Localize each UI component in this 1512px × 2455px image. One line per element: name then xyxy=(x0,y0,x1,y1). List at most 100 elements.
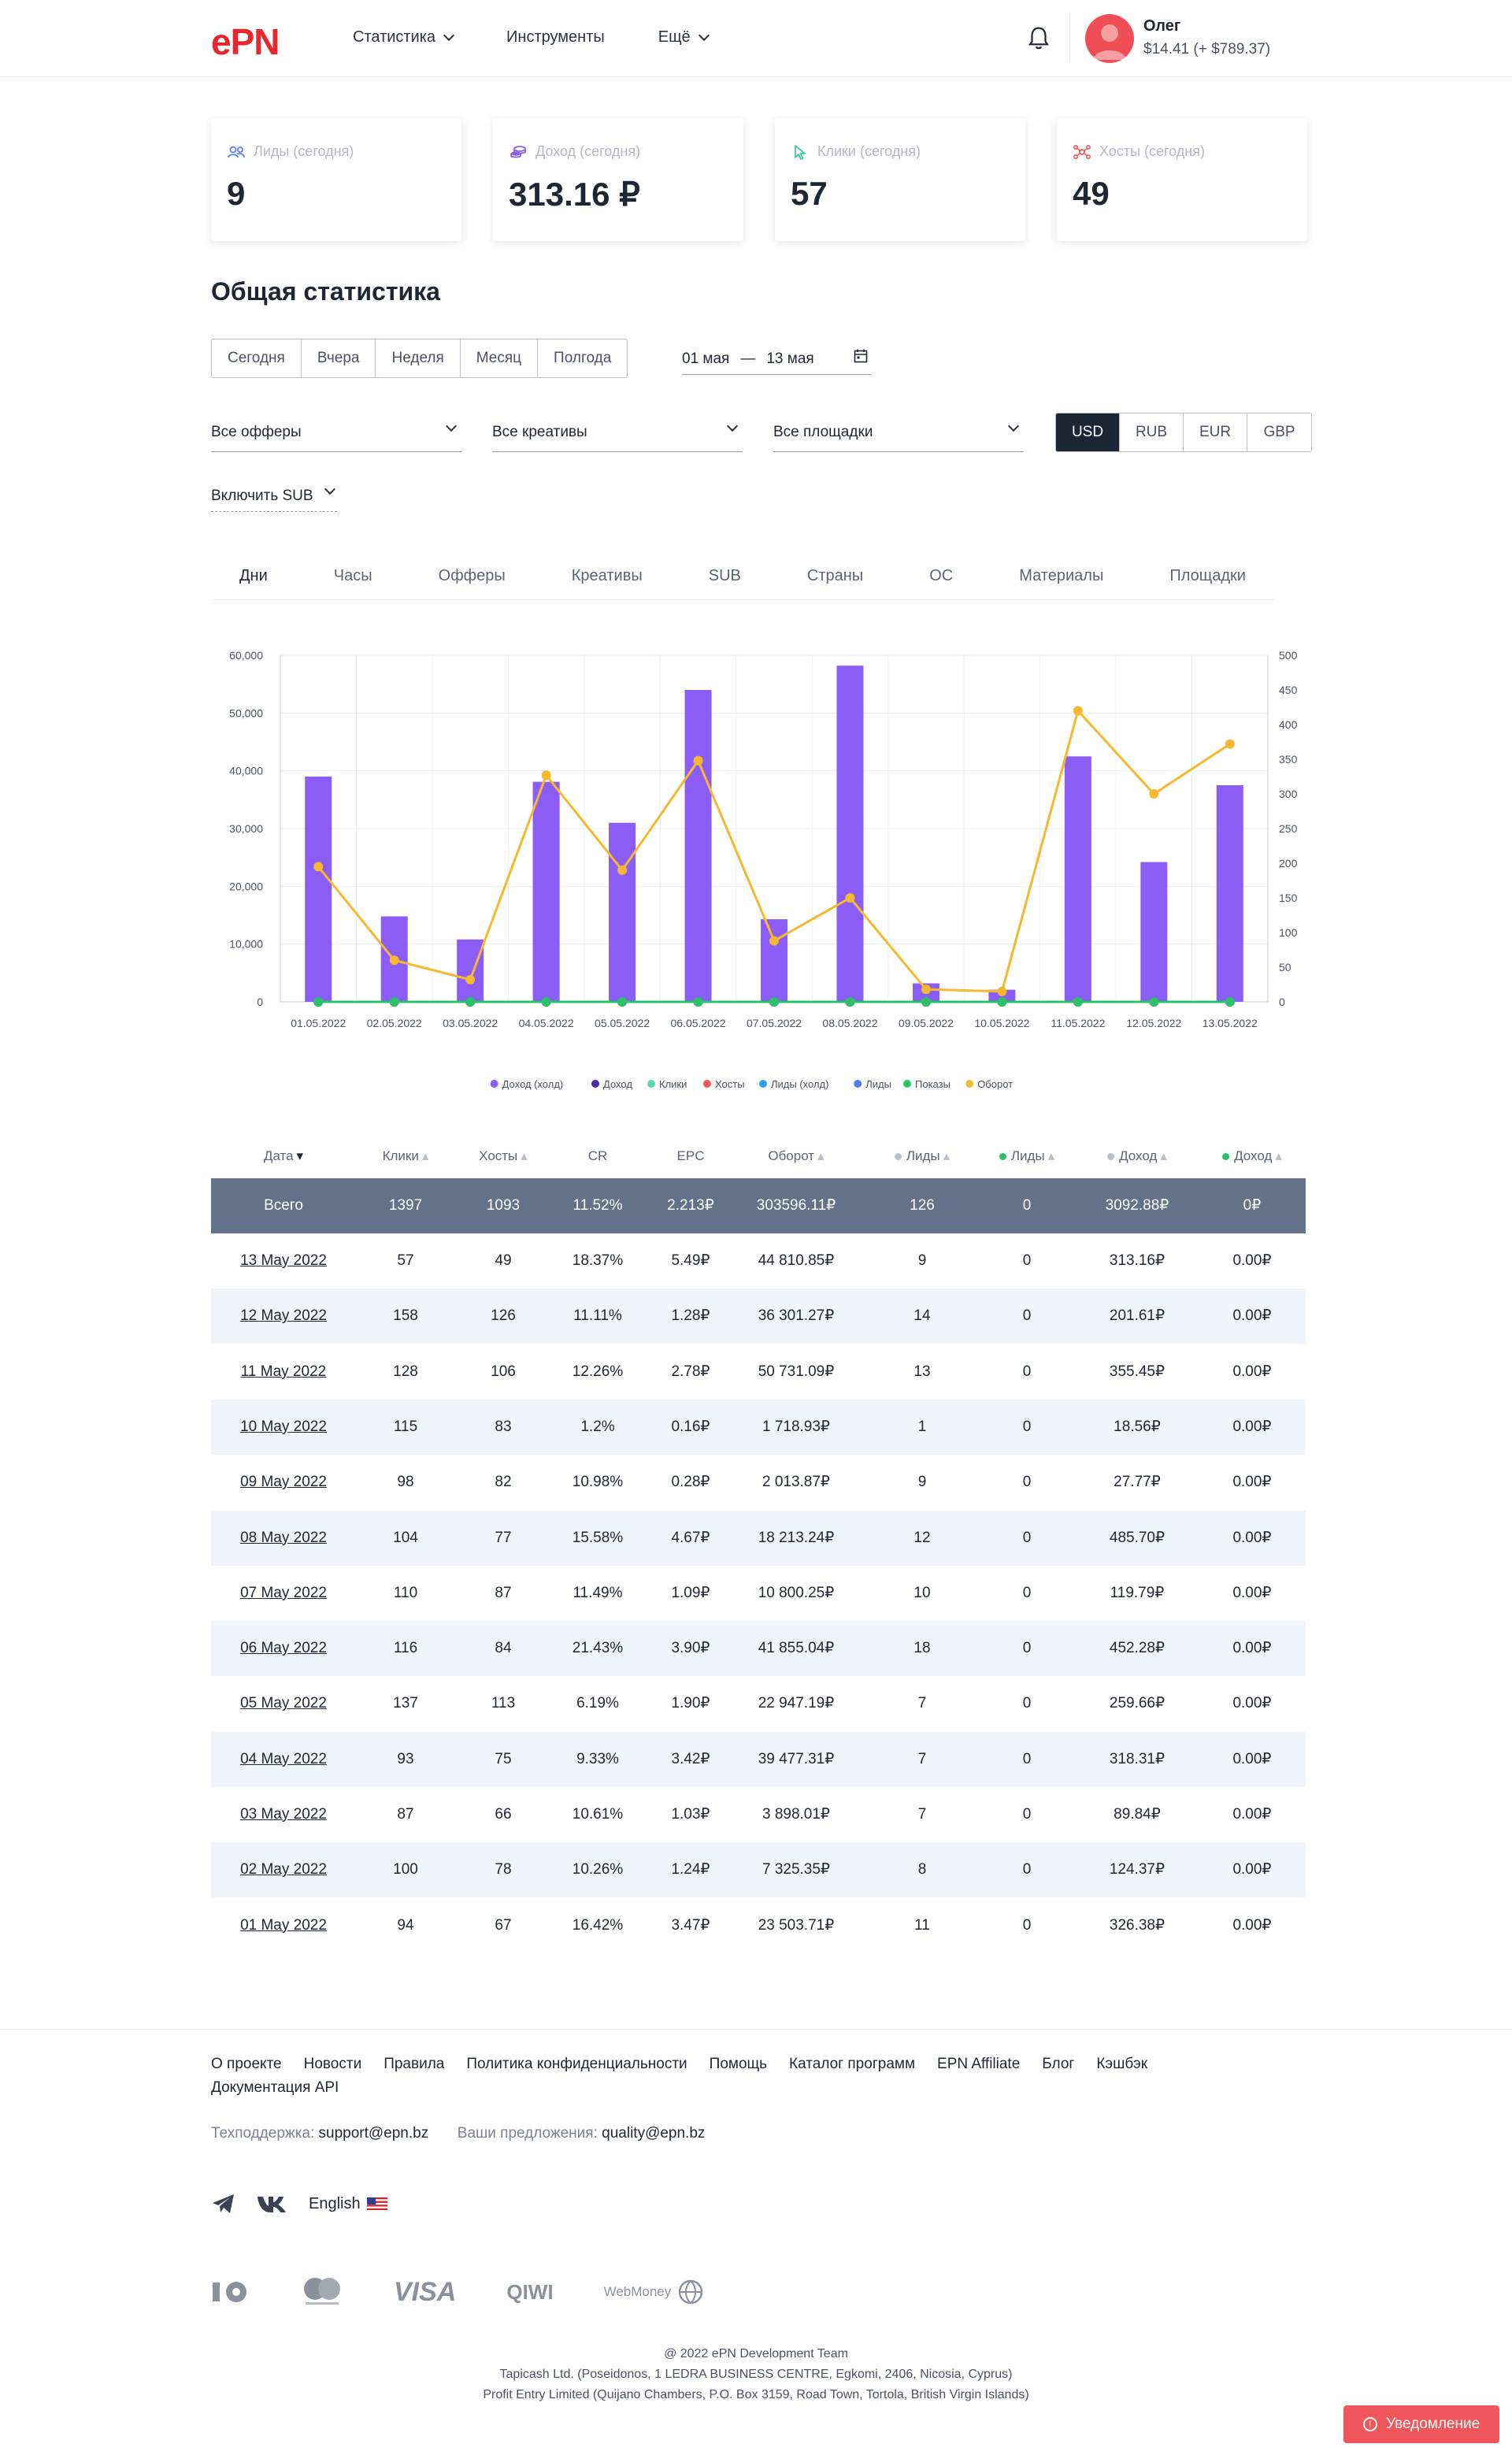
epn-logo[interactable]: ePN xyxy=(211,21,280,62)
tab-days[interactable]: Дни xyxy=(239,567,268,584)
series-point xyxy=(1073,997,1083,1007)
column-header[interactable]: Хосты ▴ xyxy=(460,1134,547,1178)
sub-toggle[interactable]: Включить SUB xyxy=(211,480,337,512)
platforms-select[interactable]: Все площадки xyxy=(773,413,1024,452)
tab-os[interactable]: ОС xyxy=(929,567,954,584)
bell-icon[interactable] xyxy=(1027,25,1051,52)
y-left-tick-label: 20,000 xyxy=(229,880,263,892)
tab-platforms[interactable]: Площадки xyxy=(1169,567,1246,584)
row-date-link[interactable]: 01 May 2022 xyxy=(240,1916,327,1934)
table-cell: 1397 xyxy=(388,1197,423,1214)
period-halfyear-button[interactable]: Полгода xyxy=(554,350,612,366)
user-name[interactable]: Олег xyxy=(1143,17,1181,35)
footer-link[interactable]: Каталог программ xyxy=(789,2056,916,2072)
row-date-link[interactable]: 11 May 2022 xyxy=(240,1363,327,1380)
offers-select[interactable]: Все офферы xyxy=(211,413,461,452)
series-point xyxy=(769,936,779,946)
nav-statistics[interactable]: Статистика xyxy=(353,28,455,46)
currency-gbp-button[interactable]: GBP xyxy=(1263,424,1295,440)
table-row: 03 May 2022 87 66 10.61% 1.03₽ 3 898.01₽ 7 0 89.… xyxy=(211,1787,1306,1842)
telegram-icon[interactable] xyxy=(211,2193,236,2215)
period-week-button[interactable]: Неделя xyxy=(376,339,461,377)
column-header[interactable]: Дата ▾ xyxy=(224,1134,343,1178)
y-right-tick-label: 300 xyxy=(1279,788,1298,800)
table-cell: 66 xyxy=(495,1806,512,1823)
nav-more[interactable]: Ещё xyxy=(658,28,710,46)
x-tick-label: 03.05.2022 xyxy=(443,1017,498,1029)
nav-tools-label: Инструменты xyxy=(506,28,605,46)
notification-button[interactable]: ! Уведомление xyxy=(1343,2405,1499,2443)
footer-link[interactable]: Правила xyxy=(384,2056,445,2072)
table-row: 11 May 2022 128 106 12.26% 2.78₽ 50 731.09₽ 13… xyxy=(211,1344,1306,1400)
column-header[interactable]: EPC xyxy=(647,1134,734,1178)
chevron-down-icon xyxy=(726,420,739,432)
series-point xyxy=(541,770,551,781)
tab-hours[interactable]: Часы xyxy=(333,567,372,584)
footer-link[interactable]: Документация API xyxy=(211,2079,339,2096)
column-header[interactable]: Лиды ▴ xyxy=(980,1134,1074,1178)
row-date-link[interactable]: 12 May 2022 xyxy=(240,1307,327,1325)
row-date-link[interactable]: 04 May 2022 xyxy=(240,1750,327,1767)
column-header[interactable]: Клики ▴ xyxy=(362,1134,449,1178)
nav-tools[interactable]: Инструменты xyxy=(506,28,605,46)
row-date-link[interactable]: 10 May 2022 xyxy=(240,1418,327,1435)
currency-eur-button[interactable]: EUR xyxy=(1184,413,1247,451)
row-date-link[interactable]: 13 May 2022 xyxy=(240,1252,327,1269)
series-point xyxy=(997,986,1007,996)
avatar[interactable] xyxy=(1085,14,1134,63)
network-icon xyxy=(1073,144,1091,159)
column-header[interactable]: CR xyxy=(554,1134,641,1178)
row-date-link[interactable]: 03 May 2022 xyxy=(240,1806,327,1823)
y-right-tick-label: 50 xyxy=(1279,961,1292,973)
footer-link[interactable]: Политика конфиденциальности xyxy=(466,2056,687,2072)
period-today-button[interactable]: Сегодня xyxy=(212,339,302,377)
table-cell: 84 xyxy=(495,1640,512,1657)
info-icon: ! xyxy=(1362,2416,1377,2431)
coins-icon xyxy=(510,145,526,158)
footer-link[interactable]: Помощь xyxy=(709,2056,768,2072)
currency-rub-button[interactable]: RUB xyxy=(1120,413,1184,451)
footer-link[interactable]: EPN Affiliate xyxy=(937,2056,1021,2072)
support-email-link[interactable]: support@epn.bz xyxy=(318,2125,429,2142)
tab-materials[interactable]: Материалы xyxy=(1019,567,1104,584)
column-header[interactable]: Оборот ▴ xyxy=(737,1134,855,1178)
tab-creatives[interactable]: Креативы xyxy=(571,567,643,584)
tab-sub[interactable]: SUB xyxy=(708,567,741,584)
footer-link[interactable]: Блог xyxy=(1042,2056,1075,2072)
y-right-tick-label: 150 xyxy=(1279,892,1298,904)
table-row: 12 May 2022 158 126 11.11% 1.28₽ 36 301.27₽ 14… xyxy=(211,1289,1306,1344)
row-date-link[interactable]: 09 May 2022 xyxy=(240,1474,327,1491)
tab-offers[interactable]: Офферы xyxy=(438,567,506,584)
table-cell: 10 xyxy=(914,1584,931,1601)
creatives-select[interactable]: Все креативы xyxy=(492,413,743,452)
table-cell: 18.56₽ xyxy=(1114,1418,1161,1435)
table-cell: 7 325.35₽ xyxy=(762,1861,831,1878)
y-right-tick-label: 0 xyxy=(1279,996,1285,1008)
y-right-tick-label: 400 xyxy=(1279,718,1298,731)
footer-link[interactable]: О проекте xyxy=(211,2056,282,2072)
kpi-value: 313.16 ₽ xyxy=(509,176,640,213)
column-header[interactable]: Доход ▴ xyxy=(1082,1134,1192,1178)
row-date-link[interactable]: 06 May 2022 xyxy=(240,1640,327,1657)
tab-countries[interactable]: Страны xyxy=(806,567,864,584)
ideas-email-link[interactable]: quality@epn.bz xyxy=(602,2125,706,2142)
footer-link[interactable]: Кэшбэк xyxy=(1096,2056,1148,2072)
date-from: 01 мая xyxy=(682,350,730,367)
footer-link[interactable]: Новости xyxy=(303,2056,362,2072)
row-date-link[interactable]: 07 May 2022 xyxy=(240,1584,327,1601)
row-date-link[interactable]: 02 May 2022 xyxy=(240,1861,327,1878)
legend-marker xyxy=(903,1080,911,1088)
language-switcher[interactable]: English xyxy=(309,2195,387,2213)
x-tick-label: 06.05.2022 xyxy=(670,1017,725,1029)
date-range-picker[interactable]: 01 мая — 13 мая xyxy=(682,343,871,375)
footer-divider xyxy=(0,2029,1512,2030)
row-date-link[interactable]: 08 May 2022 xyxy=(240,1529,327,1546)
currency-usd-button[interactable]: USD xyxy=(1056,413,1120,451)
y-right-tick-label: 500 xyxy=(1279,649,1298,662)
period-month-button[interactable]: Месяц xyxy=(461,339,539,377)
period-yesterday-button[interactable]: Вчера xyxy=(302,339,376,377)
vk-icon[interactable] xyxy=(257,2194,288,2213)
column-header[interactable]: Доход ▴ xyxy=(1205,1134,1299,1178)
row-date-link[interactable]: 05 May 2022 xyxy=(240,1695,327,1712)
column-header[interactable]: Лиды ▴ xyxy=(875,1134,969,1178)
